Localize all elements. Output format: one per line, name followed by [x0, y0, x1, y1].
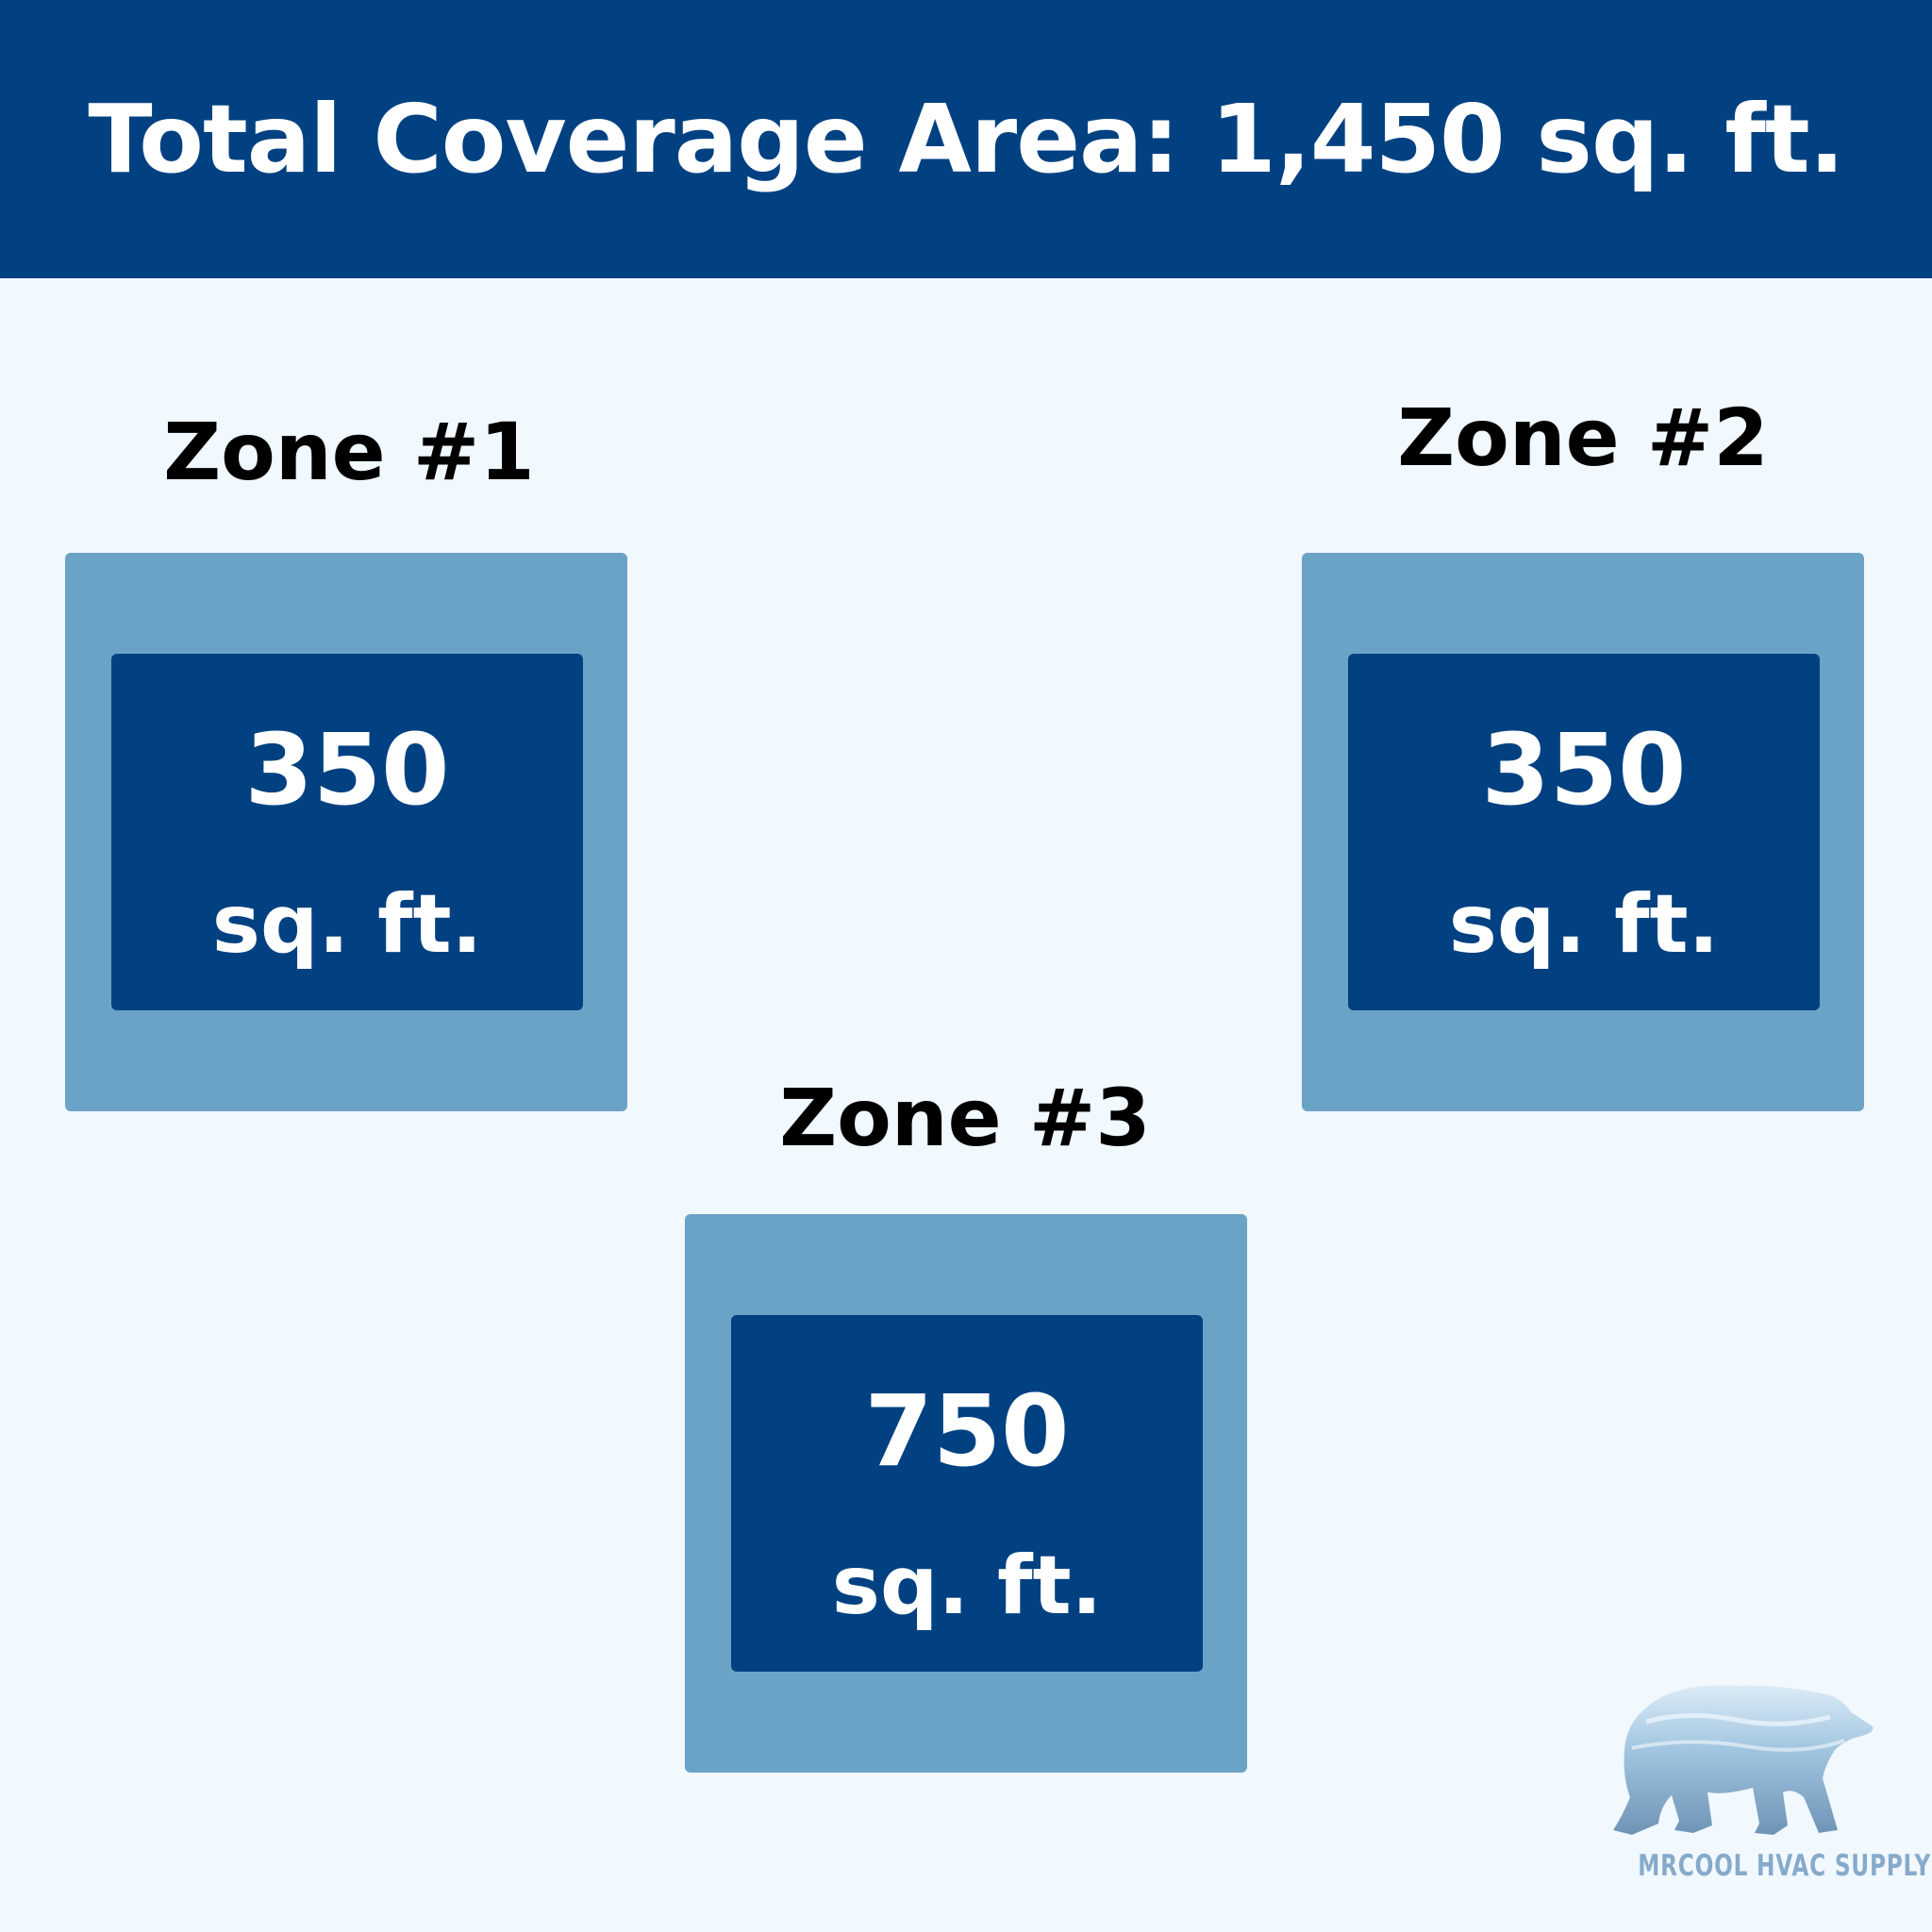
zone-2-card: 350 sq. ft. — [1302, 553, 1864, 1111]
zone-3-value-panel: 750 sq. ft. — [731, 1315, 1203, 1672]
page-title: Total Coverage Area: 1,450 sq. ft. — [88, 84, 1844, 194]
zone-3-label: Zone #3 — [779, 1072, 1151, 1164]
zone-3-value: 750 — [864, 1374, 1070, 1489]
zone-2-value-panel: 350 sq. ft. — [1348, 654, 1820, 1010]
zone-1-value-panel: 350 sq. ft. — [111, 654, 583, 1010]
polar-bear-icon — [1613, 1685, 1874, 1835]
zone-1-card: 350 sq. ft. — [65, 553, 627, 1111]
zone-2-value: 350 — [1481, 712, 1687, 827]
zone-1-value: 350 — [244, 712, 450, 827]
zone-3-card: 750 sq. ft. — [685, 1214, 1247, 1773]
header-banner: Total Coverage Area: 1,450 sq. ft. — [0, 0, 1932, 278]
logo-text: MRCOOL HVAC SUPPLY — [1638, 1849, 1932, 1883]
zone-2-label: Zone #2 — [1397, 391, 1769, 484]
brand-logo: MRCOOL HVAC SUPPLY — [1604, 1674, 1932, 1901]
zone-3-unit: sq. ft. — [831, 1539, 1103, 1633]
zone-2-unit: sq. ft. — [1448, 877, 1720, 972]
zone-1-unit: sq. ft. — [211, 877, 483, 972]
zone-1-label: Zone #1 — [163, 406, 535, 498]
